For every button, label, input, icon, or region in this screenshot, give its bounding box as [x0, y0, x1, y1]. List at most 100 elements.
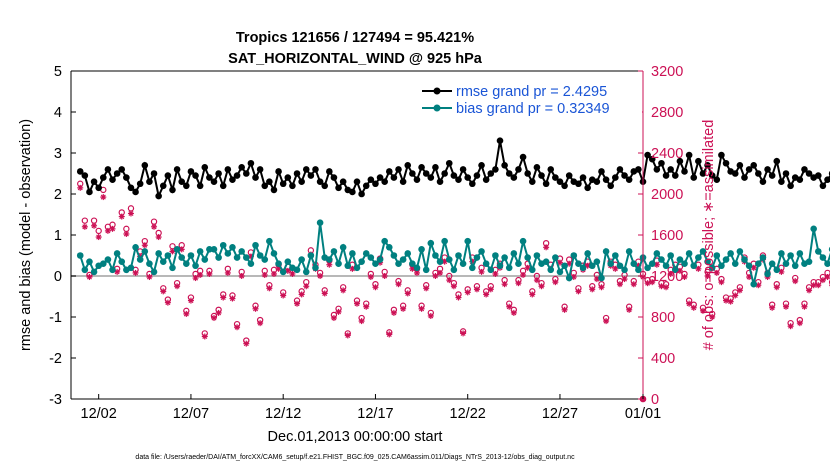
- series-bias-point: [256, 252, 264, 259]
- series-bias-point: [275, 260, 282, 268]
- obs-assimilated-point: [616, 281, 623, 288]
- obs-assimilated-point: [506, 303, 513, 310]
- series-bias-point: [685, 250, 693, 257]
- series-bias-point: [441, 237, 448, 245]
- series-rmse-point: [302, 166, 310, 173]
- obs-assimilated-point: [487, 286, 494, 293]
- x-tick-label: 12/22: [450, 406, 486, 422]
- series-bias-point: [778, 250, 785, 257]
- obs-assimilated-point: [404, 290, 411, 297]
- series-bias-point: [690, 262, 698, 270]
- obs-assimilated-point: [367, 274, 374, 281]
- obs-assimilated-point: [644, 280, 651, 287]
- plot-area: [71, 71, 643, 399]
- series-rmse-point: [183, 182, 190, 190]
- series-rmse-point: [704, 162, 711, 169]
- y-right-tick-label: 2400: [651, 146, 683, 162]
- series-bias-point: [552, 254, 559, 261]
- series-bias-point: [745, 262, 753, 270]
- series-bias-point: [238, 248, 245, 255]
- series-rmse-point: [413, 176, 421, 183]
- obs-assimilated-point: [340, 287, 347, 294]
- obs-assimilated-point: [386, 331, 393, 338]
- series-rmse-point: [349, 188, 356, 196]
- obs-assimilated-point: [658, 283, 665, 290]
- series-bias-point: [132, 244, 139, 251]
- series-rmse-point: [109, 176, 116, 183]
- series-bias-point: [464, 237, 472, 245]
- series-rmse-point: [76, 168, 84, 175]
- series-rmse-point: [671, 172, 679, 179]
- series-bias-point: [192, 262, 199, 270]
- series-rmse-point: [492, 166, 499, 173]
- series-rmse-point: [552, 174, 559, 181]
- obs-assimilated-point: [704, 273, 711, 279]
- obs-assimilated-point: [390, 309, 397, 316]
- series-rmse-point: [542, 180, 550, 188]
- series-bias-point: [699, 248, 707, 255]
- series-rmse-point: [824, 176, 830, 183]
- series-bias-point: [704, 258, 711, 265]
- obs-assimilated-point: [460, 330, 467, 337]
- obs-assimilated-point: [478, 268, 485, 275]
- series-bias-point: [519, 237, 527, 245]
- obs-assimilated-point: [538, 283, 545, 290]
- series-bias-point: [252, 241, 259, 249]
- obs-assimilated-point: [266, 285, 273, 292]
- series-rmse-point: [395, 166, 402, 173]
- series-rmse-point: [644, 151, 651, 159]
- obs-assimilated-point: [77, 184, 84, 191]
- series-rmse-point: [362, 182, 370, 190]
- series-bias-point: [676, 256, 684, 263]
- series-rmse-point: [469, 180, 476, 188]
- obs-assimilated-point: [796, 320, 803, 327]
- series-bias-point: [805, 258, 813, 265]
- series-rmse-point: [473, 172, 481, 179]
- obs-assimilated-point: [303, 283, 310, 290]
- series-rmse-point: [409, 170, 416, 177]
- series-rmse-point: [95, 184, 102, 192]
- series-rmse-point: [607, 182, 615, 190]
- obs-assimilated-point: [589, 286, 596, 293]
- y-right-tick-label: 2000: [651, 187, 683, 203]
- obs-assimilated-point: [118, 213, 125, 220]
- obs-assimilated-point: [183, 310, 190, 317]
- series-bias-point: [533, 252, 541, 259]
- series-rmse-point: [326, 168, 333, 175]
- series-bias-point: [99, 260, 107, 268]
- series-rmse-point: [372, 180, 379, 188]
- series-rmse-point: [805, 170, 813, 177]
- series-bias-point: [109, 266, 116, 274]
- series-rmse-point: [335, 184, 342, 192]
- series-rmse-point: [367, 176, 375, 183]
- series-rmse-point: [376, 174, 384, 181]
- series-bias-point: [791, 262, 799, 270]
- obs-assimilated-point: [381, 273, 388, 279]
- obs-assimilated-point: [160, 288, 167, 295]
- x-tick-label: 12/27: [542, 406, 578, 422]
- series-rmse-point: [676, 157, 684, 165]
- series-bias-point: [750, 280, 758, 288]
- series-rmse-point: [312, 166, 319, 173]
- obs-assimilated-point: [358, 318, 365, 325]
- series-bias-point: [293, 266, 301, 274]
- y-right-tick-label: 3200: [651, 64, 683, 80]
- series-bias-point: [565, 274, 573, 282]
- series-rmse-point: [778, 178, 785, 185]
- series-bias-point: [492, 252, 499, 259]
- series-bias-point: [261, 256, 269, 263]
- series-bias-point: [607, 260, 615, 268]
- series-rmse-point: [764, 166, 771, 173]
- series-bias-point: [229, 244, 236, 251]
- obs-assimilated-point: [561, 306, 568, 313]
- y-axis-left-label: rmse and bias (model - observation): [18, 119, 34, 351]
- y-right-tick-label: 2800: [651, 105, 683, 121]
- series-bias-point: [764, 270, 771, 278]
- series-bias-point: [510, 250, 518, 257]
- series-rmse-point: [455, 176, 462, 183]
- series-rmse-point: [233, 172, 241, 179]
- series-bias-point: [612, 252, 619, 259]
- series-bias-point: [284, 258, 292, 265]
- legend-bias-label: bias grand pr = 0.32349: [456, 101, 610, 117]
- obs-assimilated-point: [427, 312, 434, 319]
